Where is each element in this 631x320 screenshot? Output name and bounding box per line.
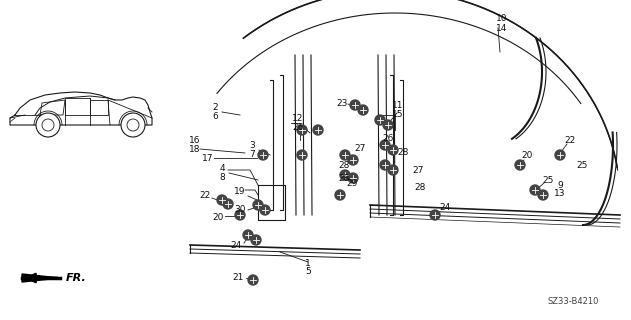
Circle shape [383, 120, 393, 130]
Text: 28: 28 [415, 182, 426, 191]
Text: 20: 20 [212, 213, 223, 222]
Circle shape [380, 160, 390, 170]
Circle shape [121, 113, 145, 137]
Text: 2: 2 [212, 102, 218, 111]
Circle shape [350, 100, 360, 110]
Circle shape [348, 173, 358, 183]
Text: 30: 30 [234, 205, 245, 214]
Text: 4: 4 [219, 164, 225, 172]
Text: SZ33-B4210: SZ33-B4210 [548, 298, 599, 307]
Circle shape [388, 145, 398, 155]
Text: 26: 26 [292, 123, 304, 132]
Text: 16: 16 [189, 135, 201, 145]
Circle shape [555, 150, 565, 160]
Circle shape [297, 125, 307, 135]
Circle shape [358, 105, 368, 115]
Text: 5: 5 [305, 268, 311, 276]
Text: 21: 21 [232, 274, 244, 283]
Text: 22: 22 [199, 190, 211, 199]
Text: 12: 12 [292, 114, 304, 123]
Circle shape [297, 150, 307, 160]
Circle shape [127, 119, 139, 131]
Circle shape [251, 235, 261, 245]
Circle shape [36, 113, 60, 137]
Circle shape [260, 205, 270, 215]
Text: 29: 29 [346, 179, 358, 188]
Circle shape [42, 119, 54, 131]
Text: 23: 23 [336, 99, 348, 108]
Circle shape [348, 155, 358, 165]
Text: 11: 11 [392, 100, 404, 109]
Circle shape [223, 199, 233, 209]
Text: 27: 27 [355, 143, 366, 153]
Text: 14: 14 [497, 23, 508, 33]
Text: 27: 27 [412, 165, 423, 174]
Text: 18: 18 [189, 145, 201, 154]
Circle shape [243, 230, 253, 240]
Polygon shape [10, 92, 152, 125]
Text: 24: 24 [439, 204, 451, 212]
Text: 17: 17 [203, 154, 214, 163]
Text: 24: 24 [230, 241, 242, 250]
Circle shape [248, 275, 258, 285]
Text: 28: 28 [338, 161, 350, 170]
Text: 10: 10 [496, 13, 508, 22]
Circle shape [515, 160, 525, 170]
Text: 6: 6 [212, 111, 218, 121]
Text: 1: 1 [305, 259, 311, 268]
Text: 28: 28 [398, 148, 409, 156]
Circle shape [375, 115, 385, 125]
Text: FR.: FR. [66, 273, 86, 283]
Text: 9: 9 [557, 180, 563, 189]
Circle shape [253, 200, 263, 210]
Text: 26: 26 [382, 133, 394, 142]
Text: 25: 25 [576, 161, 587, 170]
Text: 19: 19 [234, 188, 245, 196]
Circle shape [313, 125, 323, 135]
Circle shape [380, 140, 390, 150]
Circle shape [217, 195, 227, 205]
Text: 8: 8 [219, 172, 225, 181]
Text: 15: 15 [392, 109, 404, 118]
Text: 3: 3 [249, 140, 255, 149]
Circle shape [340, 170, 350, 180]
Circle shape [258, 150, 268, 160]
Text: 22: 22 [564, 135, 575, 145]
Text: 28: 28 [338, 173, 350, 182]
Polygon shape [22, 274, 60, 282]
Circle shape [388, 165, 398, 175]
Circle shape [430, 210, 440, 220]
Circle shape [235, 210, 245, 220]
Circle shape [335, 190, 345, 200]
Circle shape [530, 185, 540, 195]
Text: 7: 7 [249, 149, 255, 158]
Text: 13: 13 [554, 189, 566, 198]
Circle shape [340, 150, 350, 160]
Text: 20: 20 [521, 150, 533, 159]
Text: 25: 25 [542, 175, 553, 185]
Circle shape [538, 190, 548, 200]
